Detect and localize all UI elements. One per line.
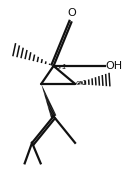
Text: or1: or1 xyxy=(76,80,87,86)
Text: OH: OH xyxy=(106,61,123,71)
Text: or1: or1 xyxy=(55,64,67,70)
Text: O: O xyxy=(67,8,76,18)
